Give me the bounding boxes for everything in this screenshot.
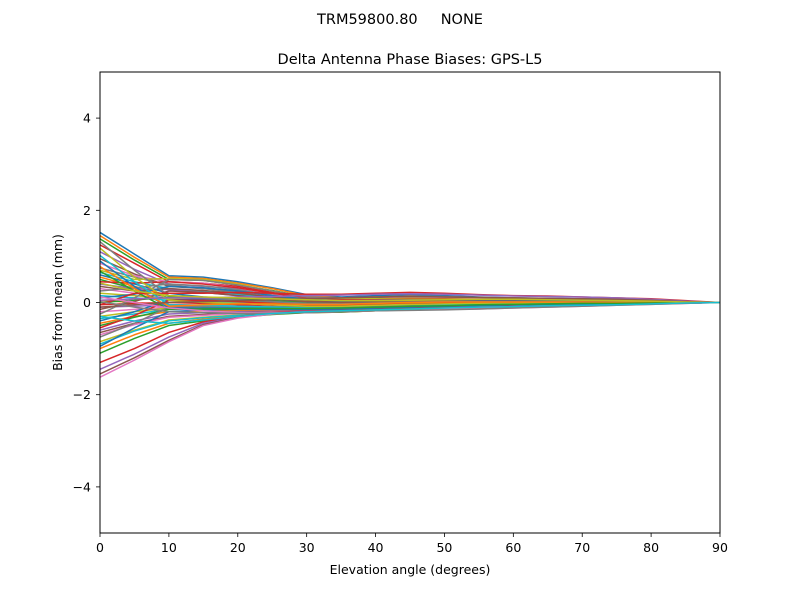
series-line-60 [100, 301, 720, 324]
y-tick-label: 4 [83, 111, 91, 126]
series-line-55 [100, 292, 720, 304]
chart-title: Delta Antenna Phase Biases: GPS-L5 [278, 52, 543, 68]
series-line-56 [100, 295, 720, 308]
series-layer [100, 231, 720, 378]
x-tick-label: 20 [230, 540, 246, 555]
y-axis-label: Bias from mean (mm) [50, 234, 65, 371]
x-axis-label: Elevation angle (degrees) [330, 562, 491, 577]
x-tick-label: 0 [96, 540, 104, 555]
y-tick-label: −2 [73, 387, 91, 402]
x-tick-label: 80 [643, 540, 659, 555]
figure-suptitle: TRM59800.80 NONE [316, 12, 483, 28]
series-line-59 [100, 282, 720, 304]
series-line-52 [100, 265, 720, 307]
x-tick-label: 70 [574, 540, 590, 555]
x-tick-label: 30 [299, 540, 315, 555]
series-line-53 [100, 270, 720, 311]
x-tick-label: 50 [436, 540, 452, 555]
x-tick-label: 60 [505, 540, 521, 555]
x-axis-ticks: 0 10 20 30 40 50 60 70 80 90 [96, 533, 728, 555]
y-axis-ticks: −4 −2 0 2 4 [73, 111, 100, 494]
x-tick-label: 40 [368, 540, 384, 555]
x-tick-label: 10 [161, 540, 177, 555]
y-tick-label: 2 [83, 203, 91, 218]
x-tick-label: 90 [712, 540, 728, 555]
y-tick-label: −4 [73, 479, 91, 494]
y-tick-label: 0 [83, 295, 91, 310]
